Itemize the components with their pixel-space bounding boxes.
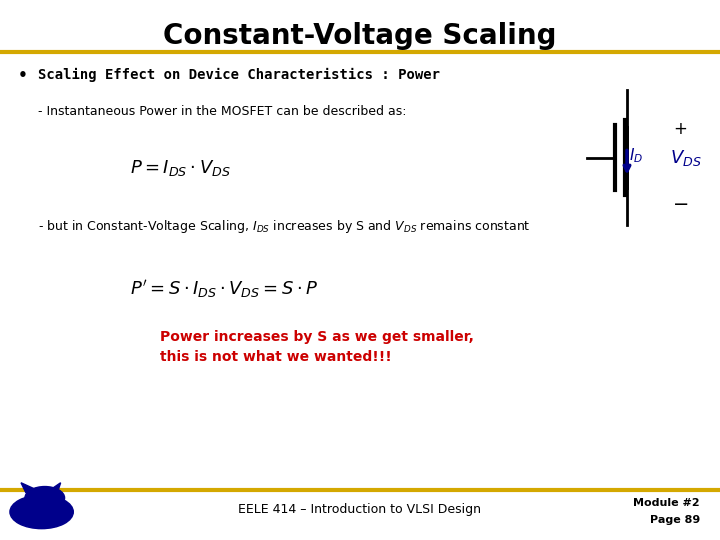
Text: $I_D$: $I_D$	[629, 146, 643, 165]
Text: •: •	[18, 68, 28, 83]
Text: $P^{\prime}= S \cdot I_{DS} \cdot V_{DS} = S \cdot P$: $P^{\prime}= S \cdot I_{DS} \cdot V_{DS}…	[130, 278, 318, 300]
Ellipse shape	[10, 495, 73, 529]
Polygon shape	[51, 483, 60, 492]
Text: +: +	[673, 120, 687, 138]
Text: Page 89: Page 89	[649, 515, 700, 525]
Text: −: −	[673, 195, 689, 214]
Text: Module #2: Module #2	[634, 498, 700, 508]
Text: $P = I_{DS} \cdot V_{DS}$: $P = I_{DS} \cdot V_{DS}$	[130, 158, 231, 178]
Text: Power increases by S as we get smaller,: Power increases by S as we get smaller,	[160, 330, 474, 344]
Text: EELE 414 – Introduction to VLSI Design: EELE 414 – Introduction to VLSI Design	[238, 503, 482, 516]
Text: this is not what we wanted!!!: this is not what we wanted!!!	[160, 350, 392, 364]
Ellipse shape	[38, 500, 60, 509]
Text: Constant-Voltage Scaling: Constant-Voltage Scaling	[163, 22, 557, 50]
Ellipse shape	[25, 487, 65, 509]
Text: $V_{DS}$: $V_{DS}$	[670, 147, 701, 167]
Text: Scaling Effect on Device Characteristics : Power: Scaling Effect on Device Characteristics…	[38, 68, 440, 82]
Text: - but in Constant-Voltage Scaling, $I_{DS}$ increases by S and $V_{DS}$ remains : - but in Constant-Voltage Scaling, $I_{D…	[38, 218, 531, 235]
Text: - Instantaneous Power in the MOSFET can be described as:: - Instantaneous Power in the MOSFET can …	[38, 105, 407, 118]
Polygon shape	[21, 483, 35, 492]
